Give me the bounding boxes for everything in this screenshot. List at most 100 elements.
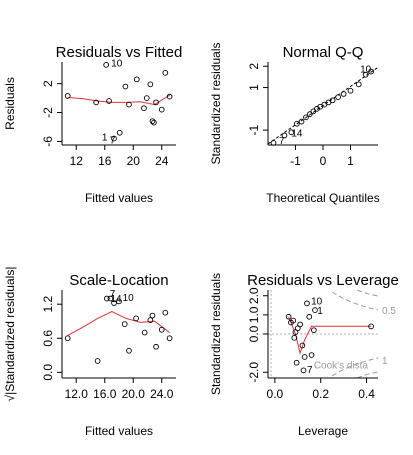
smoother-line (288, 316, 372, 355)
y-tick-label: 0.6 (41, 330, 55, 347)
data-point (301, 354, 308, 360)
data-point (149, 312, 156, 319)
data-point (340, 91, 347, 97)
x-tick-label: 16 (98, 154, 112, 168)
data-point (122, 83, 129, 90)
x-tick-label: 0.2 (312, 387, 329, 401)
cooks-contour-0.5-lower (331, 357, 379, 377)
data-point (64, 93, 71, 99)
data-point (281, 132, 288, 139)
panel-title: Scale-Location (69, 272, 168, 289)
data-point (64, 335, 71, 342)
cooks-contour-1-lower (357, 371, 379, 379)
data-point (121, 321, 128, 327)
data-point (153, 343, 159, 350)
point-label: 10 (111, 58, 123, 69)
data-point (93, 99, 100, 106)
data-point (166, 93, 173, 100)
cooks-level-label: 1 (382, 356, 388, 367)
data-point (103, 62, 110, 68)
data-point (141, 329, 148, 336)
x-tick-label: 0.0 (267, 387, 284, 401)
data-point (297, 321, 303, 328)
point-label: 14 (110, 294, 122, 305)
data-point (116, 129, 123, 136)
point-label: 10 (123, 293, 135, 304)
data-point (141, 105, 147, 112)
point-label: 7 (279, 136, 285, 147)
panel-title: Residuals vs Leverage (247, 272, 399, 289)
point-label: 7 (110, 136, 116, 147)
data-point (106, 98, 112, 104)
data-point (291, 334, 298, 341)
data-point (133, 315, 139, 322)
point-label: 14 (291, 128, 303, 139)
panel-title: Normal Q-Q (283, 44, 364, 61)
data-point (293, 359, 300, 366)
data-point (368, 68, 374, 75)
data-point (111, 300, 117, 306)
x-axis-label: Leverage (298, 424, 348, 438)
data-point (310, 327, 317, 334)
x-axis-label: Fitted values (85, 191, 153, 205)
data-point (299, 342, 306, 349)
data-point (335, 94, 341, 100)
data-point (303, 114, 309, 121)
x-axis-label: Fitted values (85, 424, 153, 438)
data-point (149, 118, 156, 125)
point-label: 7 (307, 365, 313, 376)
data-point (162, 309, 169, 316)
data-point (308, 352, 315, 358)
data-point (288, 129, 295, 136)
data-point (285, 313, 292, 320)
data-point (362, 71, 369, 78)
smoother-line (67, 94, 170, 106)
data-point (126, 101, 132, 108)
data-point (329, 97, 336, 104)
panel-2: Normal Q-Q 10 7 14 -1 0 1 -1 1 2 Theoretical Quant… (209, 42, 380, 205)
data-point (306, 111, 313, 117)
data-point (166, 335, 173, 342)
point-label: 7 (110, 289, 116, 300)
y-tick-label: 1 (247, 84, 261, 91)
y-tick-label: -2.0 (247, 362, 261, 383)
data-point (153, 99, 159, 106)
data-point (94, 358, 101, 364)
x-tick-label: 24 (155, 154, 169, 168)
data-point (347, 87, 354, 94)
data-point (290, 317, 297, 324)
data-point (298, 118, 305, 125)
y-tick-label: 1.2 (41, 296, 55, 313)
data-point (162, 69, 169, 76)
data-point (355, 81, 362, 88)
x-tick-label: 1 (347, 154, 354, 168)
point-label: Cook's dista (314, 360, 369, 371)
x-tick-label: 12 (70, 154, 84, 168)
data-point (304, 300, 310, 307)
y-tick-label: -1 (247, 124, 261, 135)
data-point (147, 317, 154, 323)
data-point (104, 295, 110, 302)
y-tick-label: 0.0 (41, 364, 55, 381)
x-tick-label: 20.0 (122, 387, 146, 401)
x-tick-label: 24.0 (150, 387, 174, 401)
data-point (312, 307, 318, 313)
data-point (126, 347, 132, 354)
cooks-contour-1-upper (357, 289, 379, 297)
y-tick-label: -6 (41, 136, 55, 147)
data-point (368, 323, 374, 330)
cooks-level-label: 0.5 (382, 306, 396, 317)
x-tick-label: 0 (320, 154, 327, 168)
data-point (107, 295, 114, 302)
x-tick-label: 0.4 (358, 387, 375, 401)
x-tick-label: 16.0 (93, 387, 117, 401)
data-point (143, 95, 150, 101)
y-axis-label: Standardized residuals (209, 42, 223, 164)
y-tick-label: 1.0 (247, 306, 261, 323)
x-tick-label: -1 (290, 154, 301, 168)
data-point (147, 81, 154, 88)
point-label: 1 (102, 133, 108, 144)
